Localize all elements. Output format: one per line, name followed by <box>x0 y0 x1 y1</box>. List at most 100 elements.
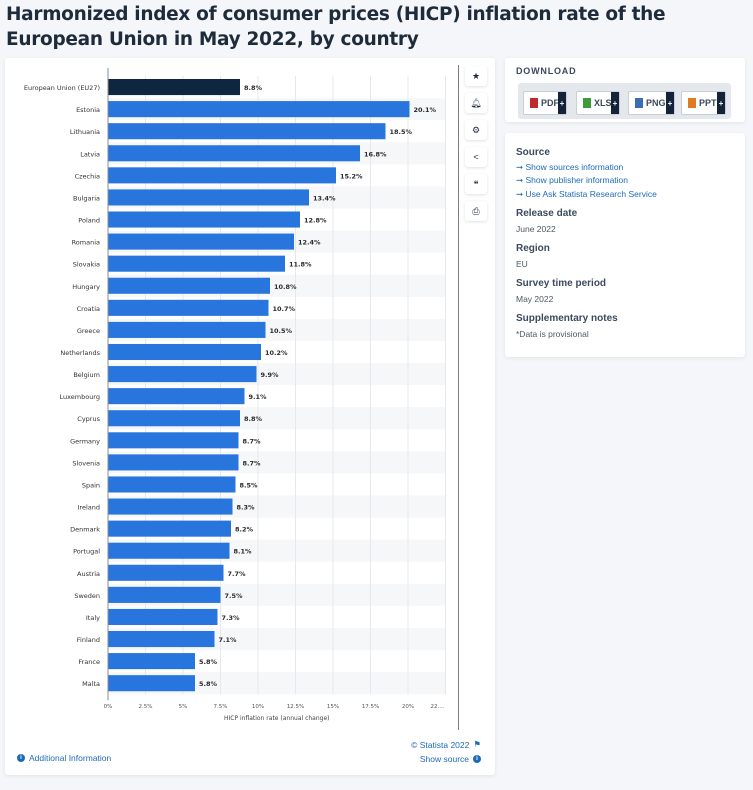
download-ppt-button[interactable]: PPT + <box>681 91 726 115</box>
data-label: 7.7% <box>228 570 247 578</box>
show-source-link[interactable]: Show source i <box>420 754 481 764</box>
bar <box>108 653 195 670</box>
bar-chart: European Union (EU27) 8.8% Estonia 20.1% Lit… <box>24 68 446 722</box>
download-card: DOWNLOAD PDF + XLS + PNG + PPT + <box>505 58 745 122</box>
data-label: 15.2% <box>340 172 363 180</box>
star-icon: ★ <box>471 70 481 81</box>
additional-information-link[interactable]: i Additional Information <box>17 753 111 763</box>
data-label: 9.9% <box>261 371 280 379</box>
bell-icon: 🔔︎ <box>470 97 482 108</box>
info-icon: i <box>473 755 481 763</box>
data-label: 12.4% <box>298 239 321 247</box>
link-label: Use Ask Statista Research Service <box>525 189 657 199</box>
ppt-label: PPT <box>699 98 717 108</box>
download-png-button[interactable]: PNG + <box>628 91 675 115</box>
category-label: Hungary <box>72 283 100 291</box>
download-xls-button[interactable]: XLS + <box>576 91 620 115</box>
bar <box>108 255 285 272</box>
data-label: 10.5% <box>270 327 293 335</box>
bar <box>108 476 236 493</box>
bar <box>108 233 294 250</box>
bar <box>108 631 215 648</box>
category-label: Cyprus <box>77 415 100 423</box>
bar <box>108 432 239 449</box>
link-label: Show sources information <box>525 162 624 172</box>
x-tick-label: 5% <box>179 704 188 710</box>
plus-icon: + <box>666 92 674 114</box>
show-sources-link[interactable]: ➞ Show sources information <box>516 162 624 172</box>
data-label: 7.1% <box>219 636 238 644</box>
print-button[interactable]: ⎙ <box>465 201 487 221</box>
notification-button[interactable]: 🔔︎ <box>465 93 487 113</box>
category-label: Belgium <box>73 371 100 379</box>
x-tick-label: 12.5% <box>287 704 304 710</box>
category-label: Lithuania <box>70 128 100 136</box>
category-label: Slovakia <box>73 261 100 269</box>
share-icon: < <box>473 152 479 162</box>
data-label: 8.7% <box>243 459 262 467</box>
link-label: Show publisher information <box>525 175 629 185</box>
data-label: 16.8% <box>364 150 387 158</box>
quote-icon: ❝ <box>473 178 479 189</box>
category-label: Bulgaria <box>73 194 100 202</box>
cite-button[interactable]: ❝ <box>465 174 487 194</box>
data-label: 20.1% <box>414 106 437 114</box>
category-label: Sweden <box>74 592 100 600</box>
data-label: 11.8% <box>289 261 312 269</box>
category-label: European Union (EU27) <box>24 84 100 92</box>
bar <box>108 498 233 515</box>
bar <box>108 366 257 383</box>
gear-icon: ⚙ <box>471 124 481 135</box>
category-label: Netherlands <box>60 349 100 357</box>
data-label: 12.8% <box>304 217 327 225</box>
bar <box>108 542 230 559</box>
flag-icon: ⚑ <box>473 739 481 749</box>
bar <box>108 79 240 96</box>
toolbar-divider <box>458 65 459 730</box>
bar <box>108 299 269 316</box>
bar <box>108 145 360 162</box>
download-pdf-button[interactable]: PDF + <box>523 91 567 115</box>
x-tick-label: 20% <box>402 704 414 710</box>
ppt-file-icon <box>688 98 696 108</box>
plus-icon: + <box>717 92 725 114</box>
statista-copyright-link[interactable]: © Statista 2022 ⚑ <box>411 739 481 750</box>
additional-information-label: Additional Information <box>29 753 112 763</box>
bar <box>108 101 410 118</box>
notes-value: *Data is provisional <box>516 329 589 339</box>
download-buttons: PDF + XLS + PNG + PPT + <box>518 83 731 119</box>
print-icon: ⎙ <box>472 205 480 216</box>
settings-button[interactable]: ⚙ <box>465 120 487 140</box>
data-label: 10.8% <box>274 283 297 291</box>
xls-label: XLS <box>594 98 612 108</box>
info-card: Source ➞ Show sources information ➞ Show… <box>505 133 745 357</box>
x-tick-label: 22.... <box>431 704 445 710</box>
share-button[interactable]: < <box>465 147 487 167</box>
category-label: Croatia <box>77 305 100 313</box>
category-label: Austria <box>77 570 100 578</box>
bar <box>108 321 266 338</box>
bar <box>108 675 195 692</box>
region-value: EU <box>516 259 528 269</box>
data-label: 9.1% <box>249 393 268 401</box>
bar <box>108 520 231 537</box>
bar <box>108 388 245 405</box>
bar <box>108 586 221 603</box>
png-file-icon <box>635 98 643 108</box>
release-date-heading: Release date <box>516 208 578 219</box>
xls-file-icon <box>583 98 591 108</box>
category-label: Malta <box>82 680 100 688</box>
x-tick-label: 2.5% <box>139 704 153 710</box>
bar <box>108 454 239 471</box>
bar <box>108 167 336 184</box>
ask-statista-link[interactable]: ➞ Use Ask Statista Research Service <box>516 189 657 199</box>
data-label: 7.3% <box>222 614 241 622</box>
data-label: 18.5% <box>390 128 413 136</box>
data-label: 13.4% <box>313 194 336 202</box>
bar <box>108 189 309 206</box>
png-label: PNG <box>646 98 666 108</box>
data-label: 5.8% <box>199 680 218 688</box>
show-publisher-link[interactable]: ➞ Show publisher information <box>516 175 629 185</box>
data-label: 10.2% <box>265 349 288 357</box>
favorite-button[interactable]: ★ <box>465 66 487 86</box>
